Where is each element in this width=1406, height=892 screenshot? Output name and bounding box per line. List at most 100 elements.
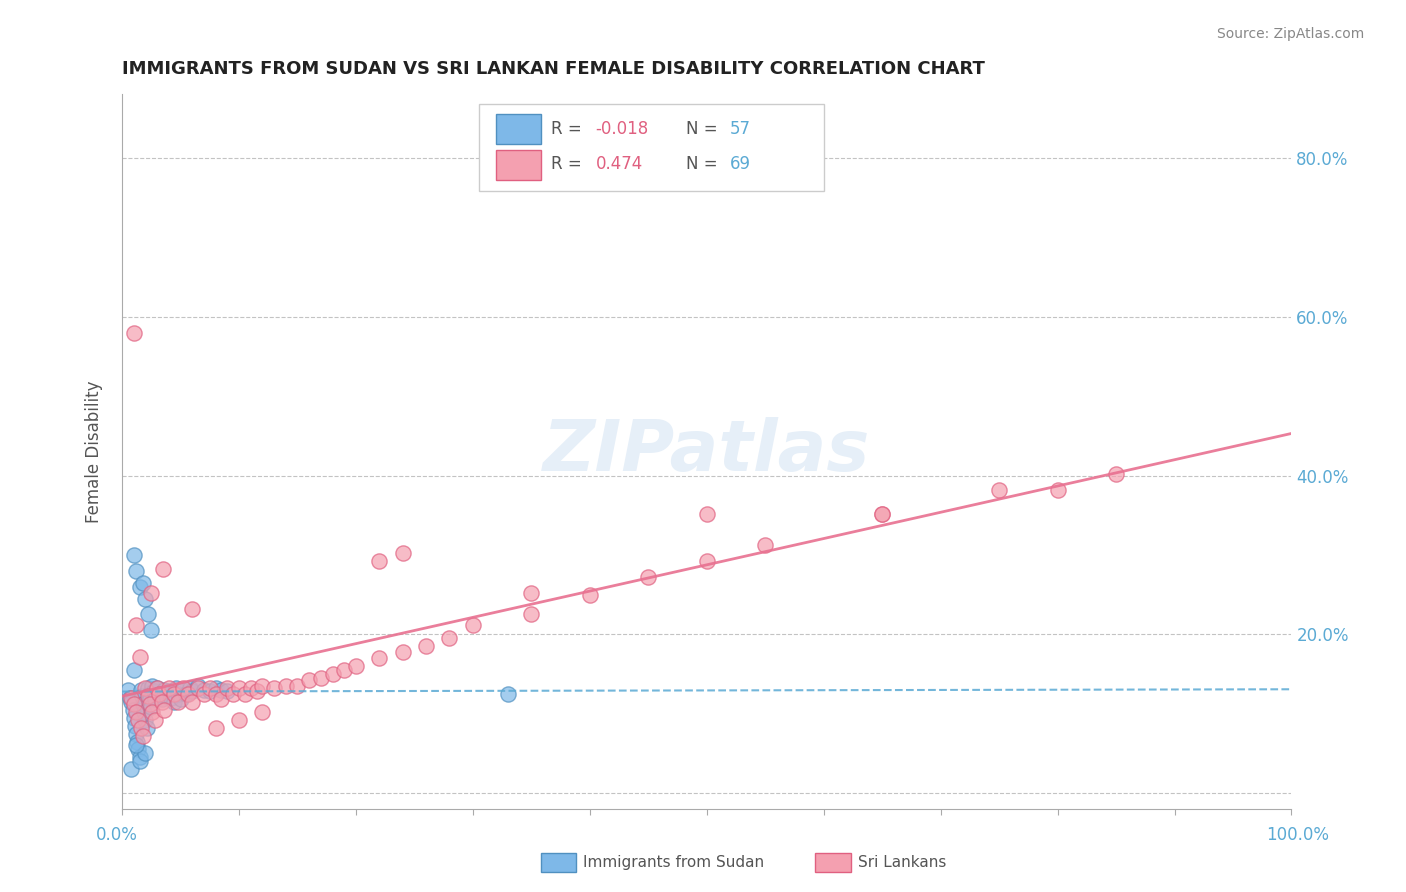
Text: 100.0%: 100.0%	[1265, 826, 1329, 844]
Point	[172, 682, 194, 697]
Point	[141, 700, 163, 714]
Point	[368, 554, 391, 568]
Text: Source: ZipAtlas.com: Source: ZipAtlas.com	[1216, 27, 1364, 41]
Point	[132, 575, 155, 590]
Point	[141, 679, 163, 693]
Point	[179, 681, 201, 696]
Point	[122, 548, 145, 562]
Point	[127, 713, 149, 727]
Text: 0.0%: 0.0%	[96, 826, 138, 844]
Point	[128, 750, 150, 764]
Point	[128, 755, 150, 769]
Point	[1046, 483, 1069, 497]
Point	[125, 705, 148, 719]
Text: R =: R =	[551, 155, 588, 173]
Point	[578, 588, 600, 602]
Point	[172, 681, 194, 696]
Point	[637, 570, 659, 584]
Point	[120, 762, 142, 776]
Text: 69: 69	[730, 155, 751, 173]
Point	[228, 681, 250, 696]
Text: R =: R =	[551, 120, 588, 137]
Point	[134, 705, 156, 719]
Point	[391, 546, 413, 560]
Point	[162, 695, 184, 709]
FancyBboxPatch shape	[478, 103, 824, 191]
Point	[165, 681, 187, 696]
Point	[187, 679, 209, 693]
Point	[148, 687, 170, 701]
Point	[121, 703, 143, 717]
Point	[415, 639, 437, 653]
Point	[162, 687, 184, 701]
Point	[870, 507, 893, 521]
Point	[211, 682, 233, 697]
Point	[204, 721, 226, 735]
Text: 0.474: 0.474	[596, 155, 643, 173]
FancyBboxPatch shape	[496, 150, 541, 180]
Point	[181, 602, 204, 616]
Point	[122, 663, 145, 677]
Point	[181, 684, 204, 698]
Point	[127, 734, 149, 748]
Point	[252, 705, 274, 719]
Point	[309, 671, 332, 685]
Point	[131, 690, 153, 704]
Point	[132, 729, 155, 743]
Point	[520, 586, 543, 600]
Point	[239, 681, 262, 696]
Point	[870, 507, 893, 521]
Point	[169, 692, 191, 706]
Point	[153, 703, 176, 717]
Text: N =: N =	[686, 120, 723, 137]
Point	[157, 684, 180, 698]
Point	[391, 645, 413, 659]
Point	[124, 718, 146, 732]
Point	[167, 687, 190, 701]
Text: ZIPatlas: ZIPatlas	[543, 417, 870, 486]
Point	[176, 687, 198, 701]
Point	[141, 705, 163, 719]
Point	[160, 690, 183, 705]
Point	[204, 687, 226, 701]
Point	[368, 651, 391, 665]
Point	[496, 687, 519, 701]
Point	[129, 721, 152, 735]
Text: Sri Lankans: Sri Lankans	[858, 855, 946, 870]
Point	[136, 607, 159, 622]
Point	[132, 697, 155, 711]
Point	[228, 713, 250, 727]
Point	[344, 659, 367, 673]
Point	[193, 682, 215, 697]
Point	[198, 684, 221, 698]
Point	[125, 617, 148, 632]
Point	[252, 679, 274, 693]
Point	[696, 507, 718, 521]
Point	[167, 695, 190, 709]
Point	[187, 681, 209, 696]
Point	[136, 690, 159, 704]
Point	[176, 687, 198, 701]
Point	[274, 679, 297, 693]
Point	[142, 684, 165, 698]
Point	[138, 687, 160, 701]
FancyBboxPatch shape	[496, 114, 541, 145]
Point	[120, 690, 142, 705]
Text: IMMIGRANTS FROM SUDAN VS SRI LANKAN FEMALE DISABILITY CORRELATION CHART: IMMIGRANTS FROM SUDAN VS SRI LANKAN FEMA…	[122, 60, 986, 78]
Point	[181, 695, 204, 709]
Point	[139, 697, 162, 711]
Point	[117, 682, 139, 697]
Point	[129, 682, 152, 697]
Point	[135, 721, 157, 735]
Point	[148, 687, 170, 701]
Point	[333, 663, 356, 677]
Text: N =: N =	[686, 155, 723, 173]
Point	[461, 617, 484, 632]
Point	[134, 747, 156, 761]
Point	[287, 679, 309, 693]
Point	[217, 681, 239, 696]
Point	[754, 538, 776, 552]
Point	[134, 713, 156, 727]
Point	[146, 681, 169, 696]
Text: -0.018: -0.018	[596, 120, 650, 137]
